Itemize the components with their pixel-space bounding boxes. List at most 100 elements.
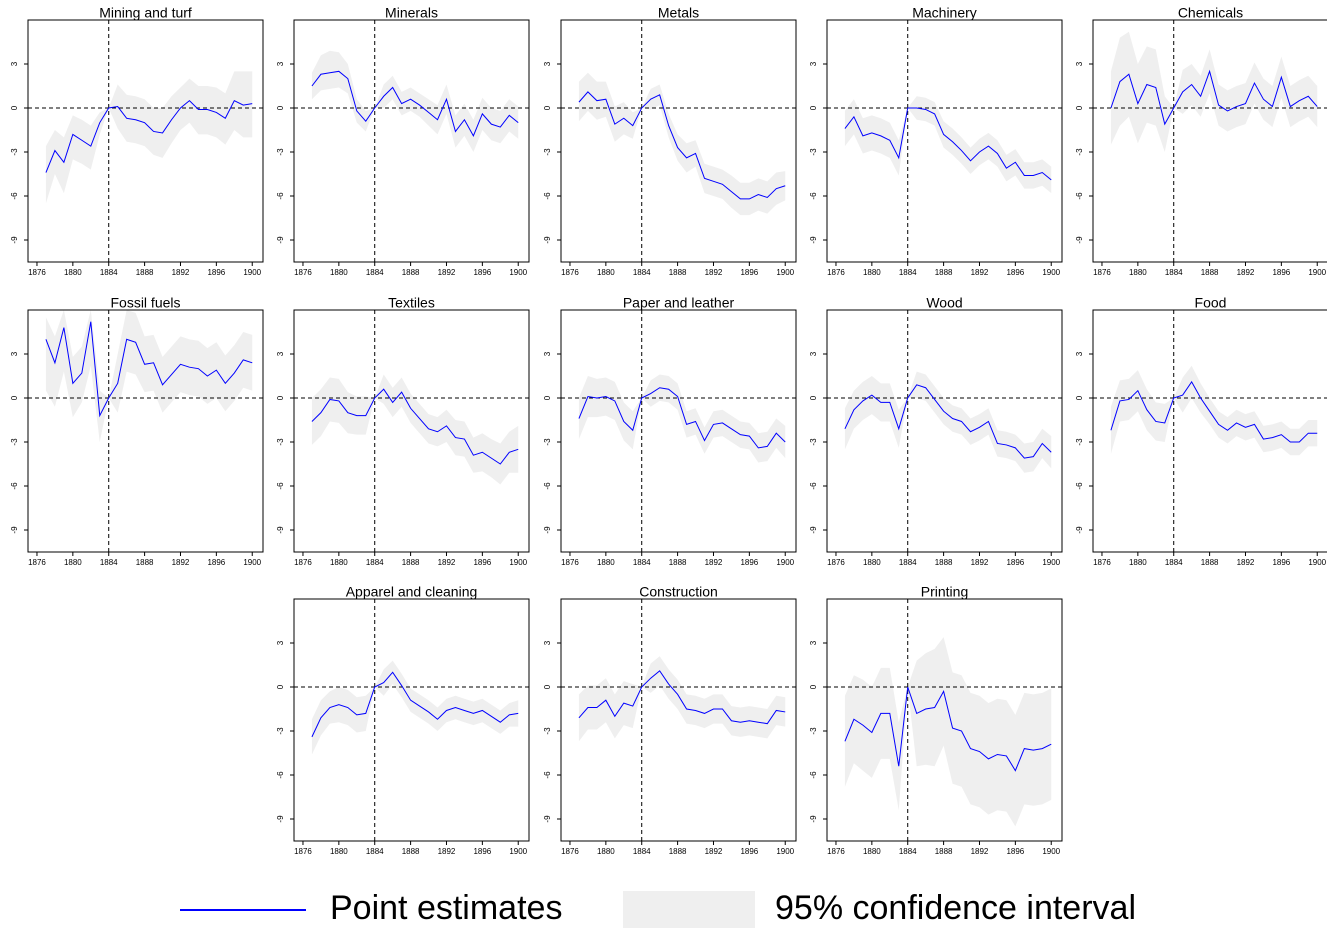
x-tick-label: 1880 <box>330 558 348 567</box>
x-tick-label: 1900 <box>1042 847 1060 856</box>
point-estimate-line <box>578 670 786 725</box>
y-tick-label: 3 <box>543 640 552 645</box>
y-tick-label: -3 <box>1075 438 1084 446</box>
x-tick-label: 1876 <box>561 558 579 567</box>
x-tick-label: 1880 <box>1129 558 1147 567</box>
y-tick-label: 3 <box>10 351 19 356</box>
panel-title: Food <box>1195 295 1227 311</box>
y-tick-label: 0 <box>809 684 818 689</box>
panel: 1876 1880 1884 1888 1892 1896 1900 3 0 -3 -6 -9 Food <box>1075 295 1327 567</box>
x-tick-label: 1896 <box>1006 847 1024 856</box>
confidence-band <box>844 371 1052 473</box>
x-tick-label: 1900 <box>776 268 794 277</box>
x-tick-label: 1884 <box>100 268 118 277</box>
panel: 1876 1880 1884 1888 1892 1896 1900 3 0 -3 -6 -9 Chem… <box>1075 5 1327 277</box>
x-tick-label: 1884 <box>633 268 651 277</box>
y-tick-label: -9 <box>10 526 19 534</box>
y-tick-label: 0 <box>276 105 285 110</box>
x-tick-label: 1888 <box>935 558 953 567</box>
x-tick-label: 1884 <box>899 847 917 856</box>
x-tick-label: 1892 <box>705 558 723 567</box>
confidence-band <box>578 72 786 216</box>
confidence-band <box>45 71 253 204</box>
x-tick-label: 1888 <box>935 268 953 277</box>
plot-frame <box>560 19 797 263</box>
y-tick-label: 3 <box>543 351 552 356</box>
y-tick-label: -9 <box>809 526 818 534</box>
plot-frame <box>560 598 797 842</box>
x-tick-label: 1880 <box>1129 268 1147 277</box>
x-tick-label: 1892 <box>705 847 723 856</box>
y-tick-label: -9 <box>10 236 19 244</box>
y-tick-label: -9 <box>543 236 552 244</box>
x-tick-label: 1888 <box>136 268 154 277</box>
y-tick-label: 0 <box>809 395 818 400</box>
panel: 1876 1880 1884 1888 1892 1896 1900 3 0 -3 -6 -9 Mini… <box>10 5 264 277</box>
x-tick-label: 1888 <box>402 847 420 856</box>
y-tick-label: 0 <box>10 105 19 110</box>
x-tick-label: 1880 <box>863 268 881 277</box>
y-tick-label: -3 <box>809 727 818 735</box>
x-tick-label: 1900 <box>1308 268 1326 277</box>
y-tick-label: -9 <box>276 815 285 823</box>
x-tick-label: 1892 <box>172 268 190 277</box>
x-tick-label: 1876 <box>294 847 312 856</box>
y-tick-label: 0 <box>809 105 818 110</box>
x-tick-label: 1900 <box>243 558 261 567</box>
x-tick-label: 1896 <box>473 558 491 567</box>
y-tick-label: -6 <box>809 482 818 490</box>
y-tick-label: -6 <box>809 192 818 200</box>
x-tick-label: 1900 <box>1308 558 1326 567</box>
plot-frame <box>293 598 530 842</box>
point-estimate-line <box>578 387 786 449</box>
x-tick-label: 1900 <box>509 558 527 567</box>
panel-title: Construction <box>639 584 718 600</box>
plot-frame <box>1092 309 1327 553</box>
panel-title: Fossil fuels <box>110 295 180 311</box>
point-estimate-line <box>578 91 786 200</box>
x-tick-label: 1900 <box>243 268 261 277</box>
point-estimate-line <box>844 107 1052 181</box>
confidence-band <box>844 96 1052 194</box>
x-tick-label: 1876 <box>294 558 312 567</box>
y-tick-label: -6 <box>1075 482 1084 490</box>
x-tick-label: 1888 <box>402 558 420 567</box>
y-tick-label: -3 <box>10 148 19 156</box>
x-tick-label: 1896 <box>473 847 491 856</box>
x-tick-label: 1880 <box>597 847 615 856</box>
x-tick-label: 1880 <box>330 847 348 856</box>
x-tick-label: 1896 <box>473 268 491 277</box>
x-tick-label: 1888 <box>1201 268 1219 277</box>
x-tick-label: 1876 <box>28 558 46 567</box>
y-tick-label: 0 <box>10 395 19 400</box>
y-tick-label: 3 <box>809 61 818 66</box>
x-tick-label: 1900 <box>509 268 527 277</box>
point-estimate-line <box>311 388 519 465</box>
plot-frame <box>293 19 530 263</box>
confidence-band <box>311 660 519 755</box>
y-tick-label: 3 <box>10 61 19 66</box>
x-tick-label: 1900 <box>1042 268 1060 277</box>
plot-frame <box>560 309 797 553</box>
y-tick-label: 3 <box>543 61 552 66</box>
x-tick-label: 1884 <box>366 558 384 567</box>
x-tick-label: 1896 <box>1006 268 1024 277</box>
panel-title: Chemicals <box>1178 5 1243 21</box>
y-tick-label: -6 <box>10 192 19 200</box>
x-tick-label: 1880 <box>597 558 615 567</box>
panel: 1876 1880 1884 1888 1892 1896 1900 3 0 -3 -6 -9 Foss… <box>10 295 264 567</box>
x-tick-label: 1900 <box>776 558 794 567</box>
panel: 1876 1880 1884 1888 1892 1896 1900 3 0 -3 -6 -9 Prin… <box>809 584 1063 856</box>
x-tick-label: 1896 <box>207 558 225 567</box>
plot-frame <box>826 309 1063 553</box>
panel: 1876 1880 1884 1888 1892 1896 1900 3 0 -3 -6 -9 Meta… <box>543 5 797 277</box>
panel-title: Wood <box>926 295 962 311</box>
y-tick-label: -9 <box>809 815 818 823</box>
point-estimate-line <box>311 671 519 738</box>
x-tick-label: 1884 <box>1165 268 1183 277</box>
x-tick-label: 1876 <box>561 268 579 277</box>
y-tick-label: -6 <box>10 482 19 490</box>
point-estimate-line <box>311 70 519 138</box>
x-tick-label: 1892 <box>438 847 456 856</box>
y-tick-label: -3 <box>543 727 552 735</box>
